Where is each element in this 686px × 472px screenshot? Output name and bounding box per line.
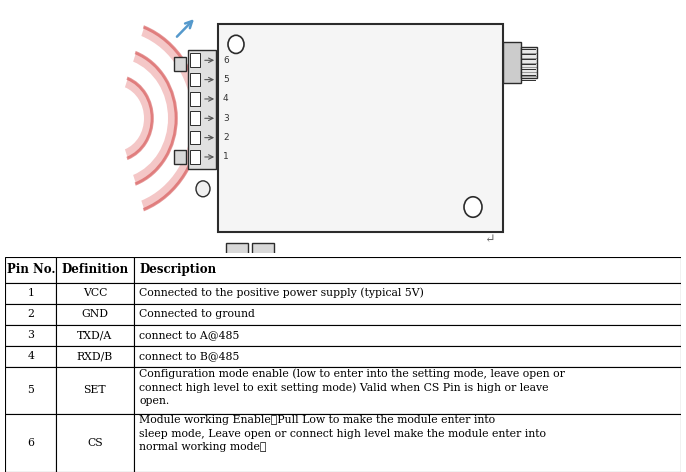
Bar	[174, 150, 186, 164]
Text: connect to B@485: connect to B@485	[139, 351, 239, 361]
Bar	[134, 325, 681, 346]
Text: Definition: Definition	[61, 263, 128, 277]
Text: RXD/B: RXD/B	[77, 351, 113, 361]
Wedge shape	[141, 26, 201, 210]
Bar	[56, 257, 134, 283]
Text: 6: 6	[27, 438, 34, 448]
Wedge shape	[133, 52, 177, 185]
Bar	[134, 303, 681, 325]
Text: 1: 1	[223, 152, 228, 161]
Bar	[5, 367, 56, 413]
Bar	[5, 346, 56, 367]
Bar	[5, 413, 56, 472]
Bar	[190, 53, 200, 67]
Bar	[190, 92, 200, 106]
Circle shape	[196, 181, 210, 197]
Bar	[5, 283, 56, 303]
Text: CS: CS	[87, 438, 103, 448]
Bar	[521, 47, 537, 78]
Text: 5: 5	[27, 385, 34, 395]
Text: 2: 2	[27, 309, 34, 319]
Text: GND: GND	[82, 309, 108, 319]
Text: 1: 1	[27, 288, 34, 298]
Bar	[56, 346, 134, 367]
Text: Description: Description	[139, 263, 216, 277]
Circle shape	[464, 197, 482, 217]
Text: 4: 4	[223, 94, 228, 103]
Bar	[134, 367, 681, 413]
Text: SET: SET	[84, 385, 106, 395]
Bar	[56, 303, 134, 325]
Bar	[190, 150, 200, 164]
Bar	[134, 413, 681, 472]
Bar	[5, 325, 56, 346]
Bar	[252, 244, 274, 264]
Bar	[56, 413, 134, 472]
Text: Connected to ground: Connected to ground	[139, 309, 255, 319]
Bar	[134, 257, 681, 283]
Bar	[5, 303, 56, 325]
Bar	[190, 111, 200, 125]
Bar	[134, 346, 681, 367]
Text: 2: 2	[223, 133, 228, 142]
Bar	[56, 325, 134, 346]
Text: Module working Enable（Pull Low to make the module enter into
sleep mode, Leave o: Module working Enable（Pull Low to make t…	[139, 415, 546, 452]
Bar	[134, 283, 681, 303]
Bar	[56, 367, 134, 413]
Bar	[5, 257, 56, 283]
Text: 6: 6	[223, 56, 228, 65]
Wedge shape	[125, 78, 153, 159]
FancyBboxPatch shape	[218, 24, 503, 232]
Bar	[190, 131, 200, 144]
Bar	[226, 244, 248, 264]
Text: Pin No.: Pin No.	[7, 263, 55, 277]
Text: TXD/A: TXD/A	[78, 330, 113, 340]
Bar	[188, 50, 216, 169]
Bar	[503, 42, 521, 83]
Bar	[503, 42, 521, 83]
Text: ↵: ↵	[485, 233, 495, 246]
Text: Configuration mode enable (low to enter into the setting mode, leave open or
con: Configuration mode enable (low to enter …	[139, 369, 565, 406]
Text: 4: 4	[27, 351, 34, 361]
Text: 3: 3	[223, 114, 228, 123]
Text: Connected to the positive power supply (typical 5V): Connected to the positive power supply (…	[139, 288, 424, 298]
Bar	[174, 57, 186, 70]
Text: connect to A@485: connect to A@485	[139, 330, 239, 340]
Bar	[190, 73, 200, 86]
Text: VCC: VCC	[83, 288, 107, 298]
Text: 3: 3	[27, 330, 34, 340]
Bar	[56, 283, 134, 303]
Circle shape	[228, 35, 244, 53]
Text: 5: 5	[223, 75, 228, 84]
